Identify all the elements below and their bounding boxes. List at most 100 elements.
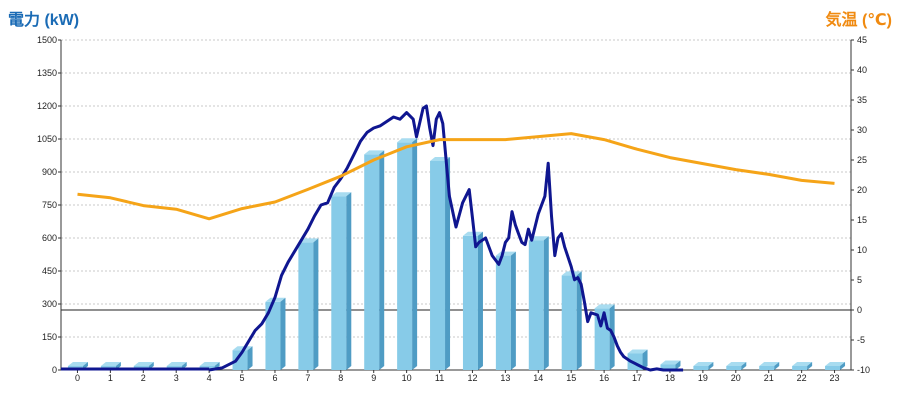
bar-top: [627, 349, 648, 354]
x-tick-label: 9: [371, 373, 376, 383]
bar-side: [576, 271, 582, 370]
x-tick-label: 12: [467, 373, 477, 383]
y-left-tick-label: 450: [42, 266, 57, 276]
x-tick-label: 1: [108, 373, 113, 383]
y-right-tick-label: 0: [857, 305, 862, 315]
bar-top: [759, 362, 780, 366]
bar-side: [609, 304, 615, 370]
bar-side: [708, 362, 714, 370]
x-tick-label: 8: [338, 373, 343, 383]
x-tick-label: 13: [500, 373, 510, 383]
bar: [528, 240, 544, 370]
bar: [561, 275, 577, 370]
y-right-tick-label: -5: [857, 335, 865, 345]
x-tick-label: 19: [698, 373, 708, 383]
y-right-tick-label: 30: [857, 125, 867, 135]
bar-top: [199, 362, 220, 366]
bar-side: [774, 362, 780, 370]
bar: [430, 161, 446, 370]
bar: [495, 255, 511, 370]
x-tick-label: 0: [75, 373, 80, 383]
bar: [331, 196, 347, 370]
y-left-tick-label: 300: [42, 299, 57, 309]
bar-top: [660, 360, 681, 365]
x-tick-label: 11: [435, 373, 444, 383]
x-tick-label: 6: [272, 373, 277, 383]
x-tick-label: 7: [305, 373, 310, 383]
bar-top: [364, 150, 385, 155]
y-left-tick-label: 0: [52, 365, 57, 375]
bar: [298, 242, 314, 370]
y-left-tick-label: 1200: [37, 101, 57, 111]
y-right-tick-label: 40: [857, 65, 867, 75]
y-left-tick-label: 150: [42, 332, 57, 342]
y-right-tick-label: 25: [857, 155, 867, 165]
bar-top: [100, 362, 121, 366]
bar: [792, 366, 808, 370]
left-axis-title: 電力 (kW): [8, 12, 80, 29]
x-tick-label: 14: [533, 373, 543, 383]
bar: [825, 366, 841, 370]
y-right-tick-label: -10: [857, 365, 870, 375]
bar-top: [397, 138, 418, 143]
bar-side: [247, 346, 253, 370]
x-tick-label: 23: [830, 373, 840, 383]
y-left-tick-label: 1350: [37, 68, 57, 78]
bar: [660, 364, 676, 370]
y-left-tick-label: 600: [42, 233, 57, 243]
bar: [232, 350, 248, 370]
y-right-tick-label: 35: [857, 95, 867, 105]
x-tick-label: 20: [731, 373, 741, 383]
bar-side: [807, 362, 813, 370]
temperature-line: [77, 132, 835, 221]
bar: [364, 154, 380, 370]
right-axis-title: 気温 (℃): [825, 12, 892, 29]
y-right-tick-label: 10: [857, 245, 867, 255]
y-left-tick-label: 750: [42, 200, 57, 210]
bar-side: [379, 150, 385, 370]
bar-side: [346, 192, 352, 370]
bar-side: [642, 349, 648, 370]
x-tick-label: 15: [566, 373, 576, 383]
x-tick-label: 22: [797, 373, 807, 383]
x-tick-label: 4: [207, 373, 212, 383]
bar-top: [331, 192, 352, 197]
bar-top: [133, 362, 154, 366]
x-tick-label: 21: [764, 373, 774, 383]
y-right-tick-label: 45: [857, 35, 867, 45]
bar-top: [232, 346, 253, 351]
bar-side: [840, 362, 846, 370]
x-tick-label: 5: [240, 373, 245, 383]
bar-top: [792, 362, 813, 366]
bar: [726, 366, 742, 370]
y-left-tick-label: 1500: [37, 35, 57, 45]
bar: [265, 301, 281, 370]
y-right-tick-label: 15: [857, 215, 867, 225]
bar: [462, 235, 478, 370]
x-tick-label: 17: [632, 373, 642, 383]
bar-side: [510, 251, 516, 370]
bar-side: [675, 360, 681, 370]
bar-top: [67, 362, 88, 366]
bar: [759, 366, 775, 370]
x-tick-label: 10: [402, 373, 412, 383]
x-tick-label: 16: [599, 373, 609, 383]
bar-top: [693, 362, 714, 366]
y-right-tick-label: 20: [857, 185, 867, 195]
bar-top: [825, 362, 846, 366]
x-tick-label: 18: [665, 373, 675, 383]
bar-side: [313, 238, 319, 370]
bar-top: [166, 362, 187, 366]
bar-side: [412, 138, 418, 370]
bar-side: [477, 231, 483, 370]
bar: [693, 366, 709, 370]
bar-side: [543, 236, 549, 370]
power-line: [208, 104, 684, 372]
bar: [397, 142, 413, 370]
bar-top: [594, 304, 615, 309]
bar-side: [280, 297, 286, 370]
bar-side: [741, 362, 747, 370]
bar-top: [726, 362, 747, 366]
bar-side: [445, 157, 451, 370]
